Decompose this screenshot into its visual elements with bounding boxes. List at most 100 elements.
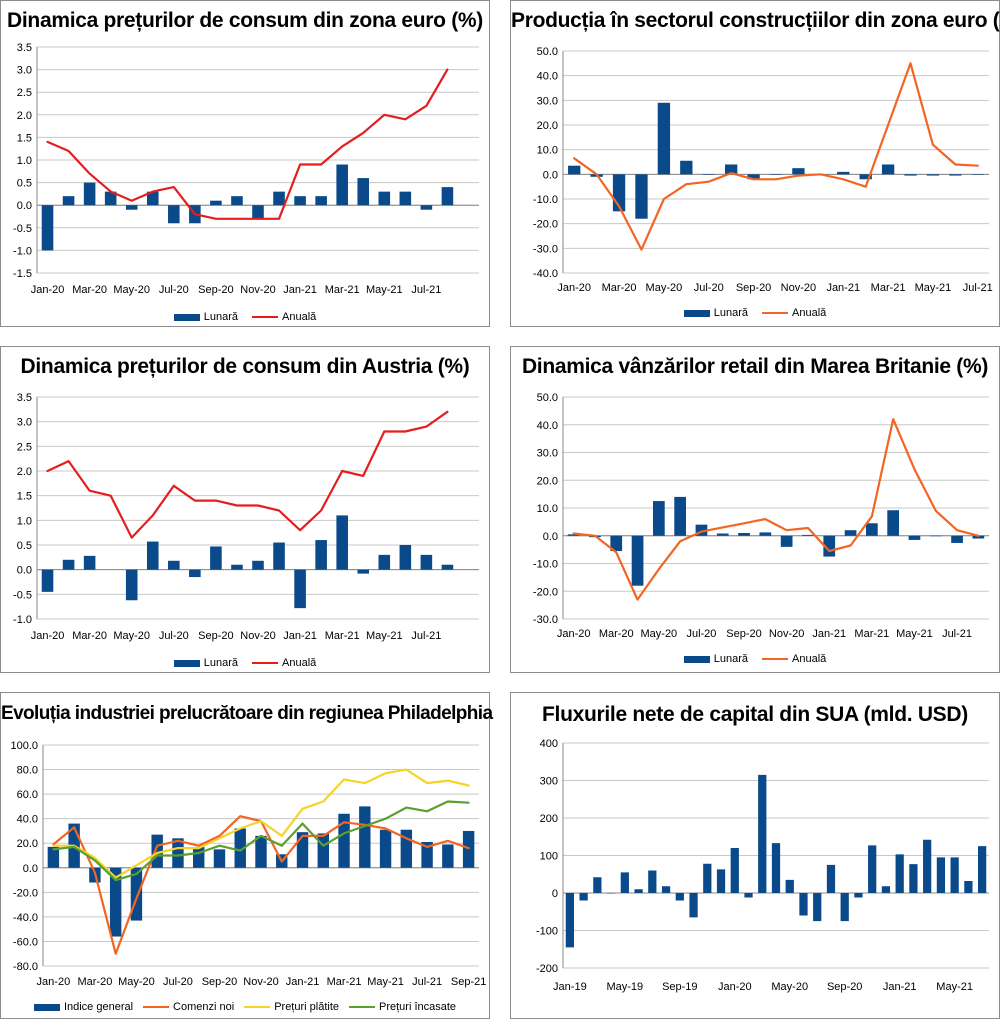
y-tick-label: -30.0 <box>533 243 558 255</box>
bar <box>868 845 877 893</box>
y-tick-label: 20.0 <box>537 120 558 132</box>
legend-item-monthly: Lunară <box>173 311 238 323</box>
y-tick-label: -60.0 <box>13 936 38 948</box>
chart-panel-us-capital-flows: Fluxurile nete de capital din SUA (mld. … <box>510 692 1000 1019</box>
legend-swatch-bar <box>173 313 200 321</box>
bar <box>357 569 370 574</box>
bar <box>399 191 412 206</box>
y-tick-label: 60.0 <box>17 789 38 801</box>
legend-item-prices-received: Prețuri încasate <box>349 1001 456 1013</box>
y-tick-label: 0.5 <box>17 178 32 190</box>
chart-plot-construction-eurozone: -40.0 -30.0 -20.0 -10.0 0.0 10.0 20.0 30.0 40.0 5… <box>533 46 993 294</box>
chart-panel-cpi-eurozone: Dinamica prețurilor de consum din zona e… <box>0 0 490 327</box>
bar <box>978 846 987 893</box>
bar <box>909 864 918 893</box>
legend-label: Prețuri plătite <box>274 1001 339 1013</box>
y-tick-label: 1.0 <box>17 155 32 167</box>
chart-plot-cpi-austria: -1.0 -0.5 0.0 0.5 1.0 1.5 2.0 2.5 3.0 3.5 Jan-20 Ma… <box>13 392 479 642</box>
y-tick-label: 0 <box>552 888 558 900</box>
y-tick-label: -40.0 <box>13 912 38 924</box>
bar <box>799 893 808 916</box>
chart-title: Producția în sectorul construcțiilor din… <box>511 9 1000 32</box>
bar <box>146 541 159 570</box>
legend-label: Prețuri încasate <box>379 1001 457 1013</box>
bar <box>296 832 309 868</box>
bar <box>378 191 391 206</box>
series-line <box>572 418 980 601</box>
bar <box>895 854 904 893</box>
x-tick-label: Sep-20 <box>198 630 233 642</box>
y-tick-label: 0.0 <box>17 565 32 577</box>
chart-plot-cpi-eurozone: -1.5 -1.0 -0.5 0.0 0.5 1.0 1.5 2.0 2.5 3.0 3.5 Jan-… <box>13 42 479 296</box>
bar <box>949 174 962 176</box>
bar <box>785 879 794 893</box>
bar <box>104 191 117 206</box>
y-tick-label: 1.5 <box>17 132 32 144</box>
bar <box>83 555 96 570</box>
legend-item-annual: Anuală <box>252 311 316 323</box>
bar <box>703 863 712 893</box>
bar <box>462 830 475 868</box>
chart-title: Dinamica vânzărilor retail din Marea Bri… <box>521 355 989 378</box>
x-tick-label: Sep-20 <box>198 284 233 296</box>
bar <box>702 174 715 175</box>
legend-label: Lunară <box>713 307 748 319</box>
x-tick-label: Jan-19 <box>553 981 587 993</box>
x-tick-label: Jul-21 <box>942 628 972 640</box>
y-tick-label: 3.5 <box>17 42 32 54</box>
bar <box>652 501 665 536</box>
bar <box>273 191 285 206</box>
bar <box>738 532 750 536</box>
bar <box>724 164 738 175</box>
legend-label: Anuală <box>282 311 317 323</box>
x-tick-label: Jan-21 <box>883 981 917 993</box>
bar <box>146 191 159 206</box>
series-line <box>46 68 449 220</box>
y-tick-label: 0.0 <box>543 169 558 181</box>
x-tick-label: Mar-20 <box>599 628 634 640</box>
bar <box>759 532 772 536</box>
bar <box>887 510 900 536</box>
y-tick-label: 30.0 <box>537 95 558 107</box>
bar <box>315 540 327 570</box>
chart-panel-construction-eurozone: Producția în sectorul construcțiilor din… <box>510 0 1000 327</box>
bar <box>315 196 327 206</box>
series-line <box>52 800 470 882</box>
x-tick-label: Jan-20 <box>37 976 71 988</box>
bar <box>62 559 75 570</box>
bar <box>730 848 739 893</box>
legend-item-annual: Anuală <box>762 307 826 319</box>
bar <box>964 881 973 893</box>
bar <box>378 554 391 570</box>
chart-panel-cpi-austria: Dinamica prețurilor de consum din Austri… <box>0 346 490 673</box>
bar <box>695 524 708 536</box>
chart-title: Fluxurile nete de capital din SUA (mld. … <box>542 703 968 726</box>
bar <box>881 886 891 893</box>
y-tick-label: 40.0 <box>537 71 558 83</box>
x-tick-label: May-20 <box>641 628 678 640</box>
bar <box>441 564 454 570</box>
bar <box>771 843 781 893</box>
bar <box>951 535 963 543</box>
x-tick-label: May-19 <box>606 981 643 993</box>
bar <box>317 833 329 868</box>
bar <box>674 496 687 536</box>
bar <box>844 530 857 536</box>
bar <box>813 893 822 922</box>
bar <box>336 164 348 206</box>
y-tick-label: -10.0 <box>533 559 558 571</box>
x-tick-label: Sep-20 <box>827 981 862 993</box>
bar <box>421 841 433 868</box>
bar <box>210 200 222 206</box>
bar <box>151 834 163 868</box>
bar <box>41 569 54 592</box>
y-tick-label: -1.0 <box>13 614 32 626</box>
bar <box>252 560 264 570</box>
x-tick-label: Jul-21 <box>411 284 441 296</box>
bar <box>565 893 574 948</box>
y-tick-label: -10.0 <box>533 194 558 206</box>
x-tick-label: Sep-20 <box>202 976 237 988</box>
x-tick-label: Jan-20 <box>557 282 591 294</box>
bar <box>336 515 348 570</box>
x-tick-label: Jul-20 <box>686 628 716 640</box>
